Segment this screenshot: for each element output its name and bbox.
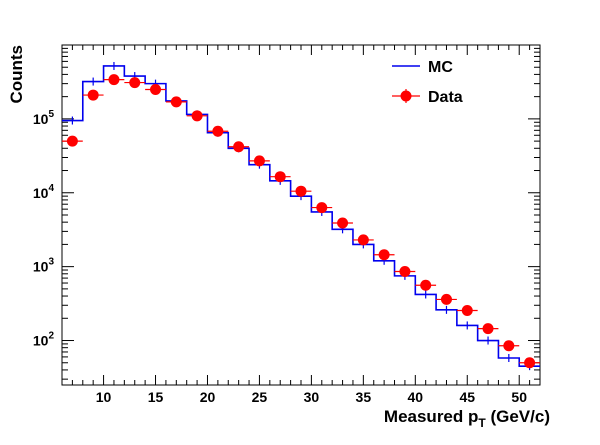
data-point — [420, 279, 432, 291]
data-point — [378, 249, 390, 261]
legend-mc-label: MC — [428, 59, 453, 76]
x-tick-label: 30 — [304, 389, 320, 405]
x-tick-label: 40 — [408, 389, 424, 405]
x-tick-label: 15 — [148, 389, 164, 405]
legend-data-label: Data — [428, 89, 463, 106]
data-point — [482, 323, 494, 335]
y-tick-label: 102 — [33, 331, 55, 349]
data-point — [212, 125, 224, 137]
x-axis-title-unit: (GeV/c) — [490, 407, 550, 426]
x-tick-label: 20 — [200, 389, 216, 405]
data-point — [524, 357, 536, 369]
mc-series — [62, 61, 540, 371]
data-point — [274, 171, 286, 183]
data-point — [129, 77, 141, 89]
mc-histogram-line — [62, 65, 540, 367]
x-tick-label: 50 — [511, 389, 527, 405]
data-point — [87, 89, 99, 101]
data-point — [233, 141, 245, 153]
x-tick-label: 45 — [459, 389, 475, 405]
data-point — [108, 74, 120, 86]
data-point — [503, 340, 515, 352]
data-point — [253, 155, 265, 167]
major-ticks — [62, 44, 540, 385]
data-point — [295, 185, 307, 197]
y-tick-label: 105 — [33, 109, 55, 127]
x-tick-labels: 10 15 20 25 30 35 40 45 50 — [96, 389, 527, 405]
data-point — [150, 83, 162, 95]
y-tick-label: 104 — [33, 183, 55, 201]
data-point — [461, 304, 473, 316]
legend-data-marker — [400, 90, 412, 102]
x-axis-title-main: Measured p — [384, 407, 478, 426]
x-axis-title: Measured pT (GeV/c) — [384, 407, 550, 430]
x-tick-label: 10 — [96, 389, 112, 405]
data-point — [337, 217, 349, 229]
minor-ticks — [61, 45, 541, 385]
data-series — [62, 74, 540, 369]
data-point — [316, 202, 328, 214]
x-tick-label: 25 — [252, 389, 268, 405]
data-point — [440, 293, 452, 305]
data-point — [66, 135, 78, 147]
legend: MC Data — [392, 59, 463, 106]
y-tick-labels: 102 103 104 105 — [33, 109, 55, 349]
y-axis-title: Counts — [7, 45, 26, 104]
data-point — [357, 234, 369, 246]
y-tick-label: 103 — [33, 257, 55, 275]
x-tick-label: 35 — [356, 389, 372, 405]
data-point — [170, 96, 182, 108]
data-point — [399, 265, 411, 277]
plot-frame — [61, 44, 541, 386]
x-axis-title-sub: T — [478, 416, 486, 430]
data-point — [191, 110, 203, 122]
